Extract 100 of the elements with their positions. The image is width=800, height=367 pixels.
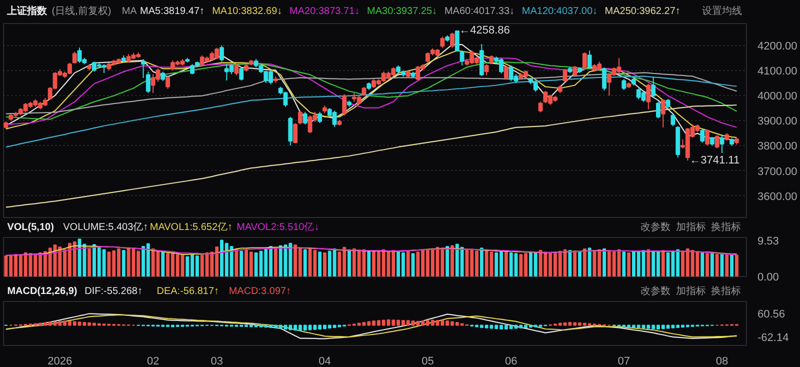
- candlestick: [450, 32, 454, 48]
- bar: [582, 248, 586, 276]
- candlestick: [72, 51, 77, 64]
- candlestick: [582, 52, 587, 69]
- candlestick: [587, 50, 592, 69]
- candlestick: [670, 114, 676, 127]
- candlestick: [440, 36, 445, 48]
- bar: [622, 252, 626, 276]
- candlestick: [720, 134, 724, 154]
- bar: [602, 248, 606, 276]
- bar: [706, 253, 709, 276]
- bar: [646, 249, 650, 276]
- candlestick: [660, 98, 666, 128]
- bar: [323, 252, 326, 276]
- x-tick-label: 06: [504, 356, 518, 367]
- candlestick: [562, 68, 568, 82]
- series-label: MAVOL2:5.510亿↓: [236, 222, 320, 233]
- chart-subtitle: (日线,前复权): [52, 5, 112, 17]
- chart-title: VOL(5,10): [7, 222, 54, 233]
- text: 改参数: [640, 221, 671, 233]
- y-tick-label: 3600.00: [758, 190, 798, 203]
- y-tick-label: 0.00: [758, 272, 779, 284]
- text: MACD:3.097↑: [228, 286, 292, 297]
- bar: [725, 254, 729, 276]
- text: MA20:3873.71↓: [290, 6, 360, 17]
- bar: [88, 248, 92, 276]
- y-tick-label: 9.53: [758, 236, 779, 248]
- series-label: DIF:-55.268↑: [84, 286, 142, 297]
- bar: [367, 250, 371, 276]
- text: 换指标: [711, 221, 742, 233]
- text: MA120:4037.00↓: [522, 6, 598, 17]
- y-tick-label: -62.14: [758, 332, 789, 344]
- y-tick-label: 3800.00: [758, 140, 798, 153]
- candlestick: [705, 128, 710, 146]
- annotation: ←4258.86: [459, 24, 510, 37]
- candlestick: [141, 58, 146, 78]
- candlestick: [700, 128, 705, 144]
- candlestick: [646, 83, 651, 110]
- candlestick: [622, 78, 626, 91]
- candlestick: [651, 76, 656, 98]
- candlestick: [572, 65, 578, 76]
- text: 加指标: [676, 285, 706, 297]
- x-tick-label: 02: [146, 356, 160, 367]
- candlestick: [166, 74, 170, 90]
- candlestick: [298, 110, 302, 125]
- y-tick-label: 4000.00: [758, 90, 798, 103]
- y-tick-label: 60.56: [758, 308, 786, 321]
- bar: [568, 250, 572, 276]
- candlestick: [714, 134, 720, 149]
- candlestick: [318, 111, 322, 124]
- annotation: ←3741.11: [690, 154, 740, 166]
- y-tick-label: 3700.00: [758, 166, 798, 178]
- y-tick-label: 4200.00: [758, 40, 798, 52]
- candlestick: [234, 64, 239, 76]
- bar: [234, 248, 238, 276]
- candlestick: [302, 111, 308, 125]
- bar: [578, 252, 582, 276]
- bar: [504, 252, 508, 276]
- x-tick-label: 05: [422, 356, 434, 367]
- candlestick: [454, 30, 460, 52]
- candlestick: [538, 101, 543, 113]
- series-label: VOLUME:5.403亿↑: [63, 222, 148, 233]
- text: 换指标: [711, 285, 742, 297]
- bar: [700, 252, 704, 276]
- bar: [303, 249, 307, 276]
- x-tick-label: 04: [318, 356, 331, 367]
- text: MA5:3819.47↑: [140, 6, 205, 17]
- bar: [122, 250, 126, 276]
- text: 设置均线: [702, 5, 742, 17]
- candlestick: [504, 65, 508, 80]
- candlestick: [656, 101, 660, 119]
- text: MA10:3832.69↓: [212, 6, 282, 17]
- candlestick: [342, 94, 347, 116]
- text: MA30:3937.25↓: [367, 6, 438, 17]
- candlestick: [160, 71, 166, 82]
- chart-title: 上证指数: [6, 5, 48, 17]
- bar: [274, 248, 278, 276]
- bar: [161, 252, 165, 276]
- bar: [480, 248, 484, 276]
- candlestick: [602, 66, 606, 92]
- bar: [661, 250, 665, 276]
- bar: [627, 252, 631, 276]
- candlestick: [288, 116, 293, 146]
- x-tick-label: 07: [618, 356, 630, 367]
- candlestick: [239, 66, 244, 81]
- bar: [406, 250, 410, 276]
- bar: [318, 252, 322, 276]
- bar: [715, 254, 719, 276]
- text: DEA:-56.817↑: [156, 286, 220, 297]
- series-label: MAVOL1:5.652亿↑: [150, 222, 233, 233]
- y-tick-label: 3900.00: [758, 116, 798, 128]
- x-tick-label: 03: [210, 356, 223, 367]
- text: MA60:4017.33↓: [444, 6, 515, 17]
- bar: [734, 254, 738, 276]
- bar: [348, 249, 351, 276]
- text: 加指标: [676, 221, 706, 233]
- bar: [588, 248, 592, 276]
- x-tick-label: 2026: [48, 356, 72, 367]
- text: MA250:3962.27↑: [604, 6, 680, 17]
- bar: [450, 245, 454, 276]
